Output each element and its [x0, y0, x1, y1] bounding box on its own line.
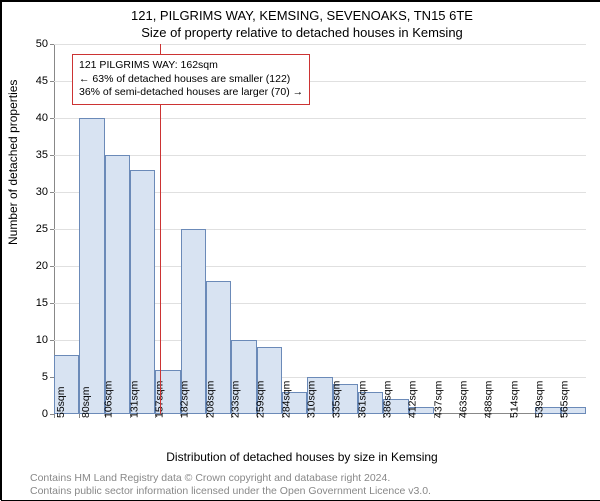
histogram-bar [79, 118, 104, 414]
grid-line [54, 118, 586, 119]
x-tick-label: 55sqm [55, 386, 67, 418]
x-tick-label: 208sqm [204, 381, 216, 418]
y-tick-mark [50, 155, 54, 156]
y-axis-label: Number of detached properties [6, 80, 20, 245]
chart-container: 121, PILGRIMS WAY, KEMSING, SEVENOAKS, T… [2, 2, 600, 501]
chart-title-main: 121, PILGRIMS WAY, KEMSING, SEVENOAKS, T… [2, 2, 600, 23]
x-axis-label: Distribution of detached houses by size … [2, 450, 600, 464]
y-tick-mark [50, 81, 54, 82]
x-tick-label: 131sqm [128, 381, 140, 418]
y-tick-label: 35 [36, 149, 48, 161]
x-tick-label: 437sqm [432, 381, 444, 418]
x-tick-label: 157sqm [153, 381, 165, 418]
x-tick-label: 182sqm [179, 381, 191, 418]
y-tick-mark [50, 192, 54, 193]
x-tick-label: 335sqm [331, 381, 343, 418]
plot-area: 0510152025303540455055sqm80sqm106sqm131s… [54, 44, 586, 414]
x-tick-label: 80sqm [80, 386, 92, 418]
annotation-line-1: 121 PILGRIMS WAY: 162sqm [79, 59, 303, 73]
x-tick-label: 412sqm [407, 381, 419, 418]
y-tick-mark [50, 118, 54, 119]
y-tick-label: 40 [36, 112, 48, 124]
histogram-bar [130, 170, 155, 414]
grid-line [54, 44, 586, 45]
annotation-box: 121 PILGRIMS WAY: 162sqm← 63% of detache… [72, 54, 310, 105]
x-tick-label: 361sqm [356, 381, 368, 418]
y-tick-mark [50, 266, 54, 267]
x-tick-label: 386sqm [381, 381, 393, 418]
x-tick-label: 106sqm [103, 381, 115, 418]
y-tick-label: 5 [42, 371, 48, 383]
x-tick-label: 514sqm [508, 381, 520, 418]
x-tick-label: 539sqm [533, 381, 545, 418]
histogram-bar [105, 155, 130, 414]
annotation-line-2: ← 63% of detached houses are smaller (12… [79, 73, 303, 87]
attribution-line-1: Contains HM Land Registry data © Crown c… [30, 472, 600, 485]
x-tick-label: 565sqm [559, 381, 571, 418]
x-tick-label: 310sqm [305, 381, 317, 418]
attribution-text: Contains HM Land Registry data © Crown c… [2, 472, 600, 498]
y-tick-label: 15 [36, 297, 48, 309]
y-tick-mark [50, 340, 54, 341]
x-tick-label: 284sqm [280, 381, 292, 418]
y-tick-label: 25 [36, 223, 48, 235]
y-tick-label: 0 [42, 408, 48, 420]
y-tick-label: 50 [36, 38, 48, 50]
y-tick-label: 10 [36, 334, 48, 346]
x-tick-label: 488sqm [483, 381, 495, 418]
y-tick-label: 30 [36, 186, 48, 198]
chart-title-sub: Size of property relative to detached ho… [2, 23, 600, 40]
x-tick-label: 463sqm [457, 381, 469, 418]
annotation-line-3: 36% of semi-detached houses are larger (… [79, 86, 303, 100]
x-tick-label: 233sqm [229, 381, 241, 418]
y-tick-label: 20 [36, 260, 48, 272]
y-tick-mark [50, 229, 54, 230]
x-tick-label: 259sqm [255, 381, 267, 418]
grid-line [54, 155, 586, 156]
y-tick-label: 45 [36, 75, 48, 87]
y-tick-mark [50, 303, 54, 304]
y-tick-mark [50, 44, 54, 45]
attribution-line-2: Contains public sector information licen… [30, 485, 600, 498]
